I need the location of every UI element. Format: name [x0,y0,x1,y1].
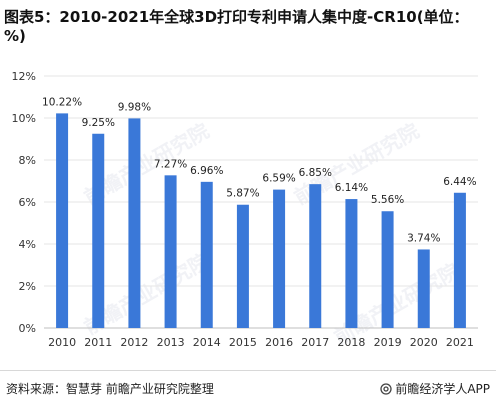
y-tick-label: 6% [19,196,36,209]
bar-2019 [381,211,394,328]
x-tick-label: 2019 [374,336,402,349]
bar-2018 [345,199,358,328]
bar-2011 [92,133,105,328]
y-axis: 0% 2% 4% 6% 8% 10% 12% [12,70,36,335]
value-label: 6.59% [262,173,295,185]
value-label: 7.27% [154,158,187,170]
bar-2021 [453,192,466,328]
bars [56,113,466,328]
value-label: 9.98% [118,101,151,113]
y-tick-label: 2% [19,280,36,293]
x-tick-label: 2017 [301,336,329,349]
bar-2016 [273,189,286,328]
brand-label: 前瞻经济学人APP [395,382,490,396]
value-label: 5.56% [371,194,404,206]
y-tick-label: 0% [19,322,36,335]
x-axis: 2010 2011 2012 2013 2014 2015 2016 2017 2018 2019… [48,336,474,349]
y-tick-label: 4% [19,238,36,251]
bar-2013 [164,175,177,328]
bar-2017 [309,184,322,328]
chart-title: 图表5：2010-2021年全球3D打印专利申请人集中度-CR10(单位：%) [4,8,469,45]
x-tick-label: 2011 [84,336,112,349]
bar-2015 [236,204,249,328]
bar-2020 [417,249,430,328]
brand-credit: 前瞻经济学人APP [380,380,490,397]
y-tick-label: 12% [12,70,36,83]
x-tick-label: 2012 [120,336,148,349]
x-tick-label: 2021 [446,336,474,349]
bar-2012 [128,118,141,328]
x-tick-label: 2013 [157,336,185,349]
x-tick-label: 2016 [265,336,293,349]
value-label: 6.44% [443,176,476,188]
grid-lines [44,75,478,329]
value-label: 9.25% [82,117,115,129]
value-label: 10.22% [42,96,82,108]
x-tick-label: 2018 [337,336,365,349]
bar-2010 [56,113,69,328]
value-label: 6.85% [299,167,332,179]
y-tick-label: 8% [19,154,36,167]
value-labels: 10.22%9.25%9.98% 7.27%6.96%5.87%6.59% 6.85… [42,96,477,244]
footer: 资料来源：智慧芽 前瞻产业研究院整理 前瞻经济学人APP [0,370,496,401]
value-label: 6.96% [190,165,223,177]
x-tick-label: 2020 [410,336,438,349]
at-sign-icon [380,383,392,395]
value-label: 3.74% [407,232,440,244]
x-tick-label: 2015 [229,336,257,349]
y-tick-label: 10% [12,112,36,125]
source-note: 资料来源：智慧芽 前瞻产业研究院整理 [6,382,214,396]
bar-2014 [200,181,213,328]
value-label: 6.14% [335,182,368,194]
x-tick-label: 2014 [193,336,221,349]
value-label: 5.87% [226,188,259,200]
x-tick-label: 2010 [48,336,76,349]
